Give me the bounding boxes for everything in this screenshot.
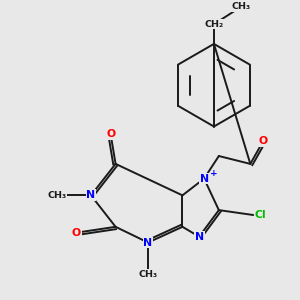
Text: CH₂: CH₂: [204, 20, 224, 29]
Text: O: O: [259, 136, 268, 146]
Text: CH₃: CH₃: [47, 191, 66, 200]
Text: O: O: [106, 129, 115, 140]
Text: N: N: [195, 232, 204, 242]
Text: O: O: [72, 228, 81, 238]
Text: Cl: Cl: [255, 210, 266, 220]
Text: CH₃: CH₃: [139, 269, 158, 278]
Text: N: N: [143, 238, 153, 248]
Text: CH₃: CH₃: [232, 2, 251, 11]
Text: N: N: [200, 174, 209, 184]
Text: +: +: [210, 169, 217, 178]
Text: N: N: [86, 190, 96, 200]
